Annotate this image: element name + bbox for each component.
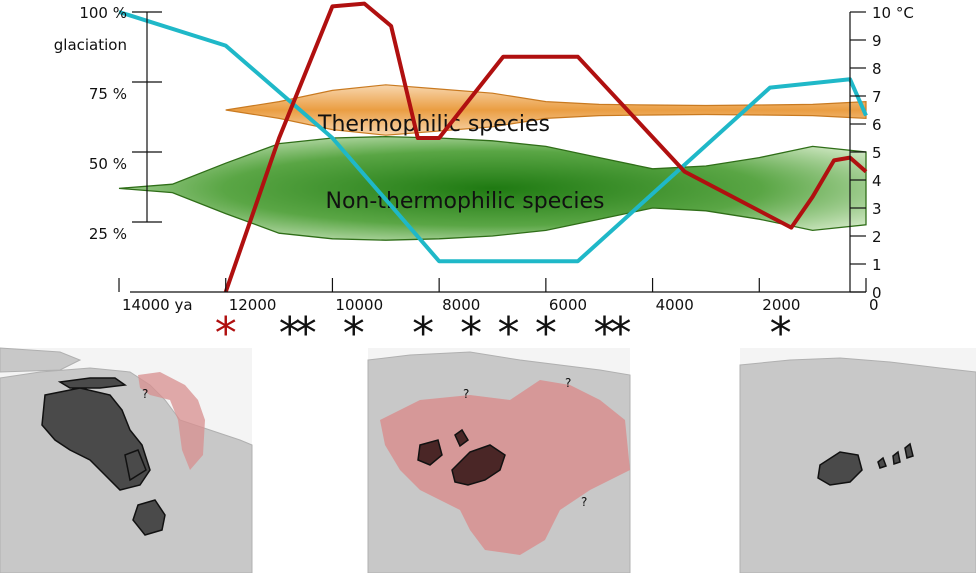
x-tick-label: 0 bbox=[869, 296, 879, 314]
species-bands: Non-thermophilic species Thermophilic sp… bbox=[118, 84, 867, 241]
pink-range bbox=[138, 372, 205, 470]
series-lines bbox=[118, 1, 868, 293]
axes: 100 % 75 % 50 % 25 % 0 1 2 3 4 5 6 7 8 9 10 °C 14000 … bbox=[54, 4, 914, 314]
question-mark: ? bbox=[565, 376, 571, 390]
pink-range bbox=[380, 380, 630, 555]
left-tick-label: 25 % bbox=[89, 225, 127, 243]
maps: ? ? ? ? bbox=[0, 347, 976, 573]
left-tick-label: 75 % bbox=[89, 85, 127, 103]
sample-marker: * bbox=[412, 308, 434, 359]
sample-marker: * bbox=[594, 308, 616, 359]
right-tick-label: 6 bbox=[872, 116, 882, 134]
right-ticks: 0 1 2 3 4 5 6 7 8 9 10 °C bbox=[850, 4, 914, 302]
question-mark: ? bbox=[581, 495, 587, 509]
question-mark: ? bbox=[142, 387, 148, 401]
x-tick-label: 6000 bbox=[549, 296, 587, 314]
sample-marker: * bbox=[295, 308, 317, 359]
right-tick-label: 3 bbox=[872, 200, 882, 218]
x-tick-label: 12000 bbox=[229, 296, 277, 314]
non-thermophilic-band bbox=[118, 135, 867, 241]
dark-range bbox=[417, 428, 506, 486]
x-ticks: 14000 ya 12000 10000 8000 6000 4000 2000 0 bbox=[118, 278, 879, 314]
x-tick-label: 14000 ya bbox=[122, 296, 193, 314]
x-tick-label: 4000 bbox=[656, 296, 694, 314]
right-tick-label: 2 bbox=[872, 228, 882, 246]
temperature-line bbox=[223, 1, 868, 293]
sample-markers: * ** * * * * * ** * bbox=[215, 308, 792, 359]
sample-marker: * bbox=[498, 308, 520, 359]
sample-marker: * bbox=[610, 308, 632, 359]
thermophilic-band bbox=[225, 84, 867, 136]
x-tick-label: 10000 bbox=[335, 296, 383, 314]
sample-marker: * bbox=[343, 308, 365, 359]
right-tick-label: 8 bbox=[872, 60, 882, 78]
dark-range bbox=[817, 442, 914, 486]
thermophilic-label: Thermophilic species bbox=[317, 112, 550, 137]
right-tick-label: 9 bbox=[872, 32, 882, 50]
non-thermophilic-label: Non-thermophilic species bbox=[326, 189, 605, 214]
sample-marker: * bbox=[279, 308, 301, 359]
right-tick-label: 4 bbox=[872, 172, 882, 190]
sample-marker: * bbox=[215, 308, 237, 359]
x-tick-label: 2000 bbox=[762, 296, 800, 314]
left-tick-label: 100 % bbox=[79, 4, 127, 22]
dark-range bbox=[41, 377, 166, 536]
left-tick-label: 50 % bbox=[89, 155, 127, 173]
question-mark: ? bbox=[463, 387, 469, 401]
right-tick-label: 5 bbox=[872, 144, 882, 162]
left-ticks: 100 % 75 % 50 % 25 % bbox=[79, 4, 162, 243]
right-tick-label: 7 bbox=[872, 88, 882, 106]
map-3 bbox=[739, 348, 976, 573]
left-axis-label: glaciation bbox=[54, 36, 127, 54]
x-tick-label: 8000 bbox=[442, 296, 480, 314]
right-tick-label: 0 bbox=[872, 284, 882, 302]
map-2: ? ? ? bbox=[367, 348, 631, 573]
glaciation-line bbox=[118, 10, 868, 264]
sample-marker: * bbox=[770, 308, 792, 359]
right-tick-label: 1 bbox=[872, 256, 882, 274]
map-1: ? bbox=[0, 347, 253, 573]
right-tick-label: 10 °C bbox=[872, 4, 914, 22]
sample-marker: * bbox=[460, 308, 482, 359]
sample-marker: * bbox=[535, 308, 557, 359]
